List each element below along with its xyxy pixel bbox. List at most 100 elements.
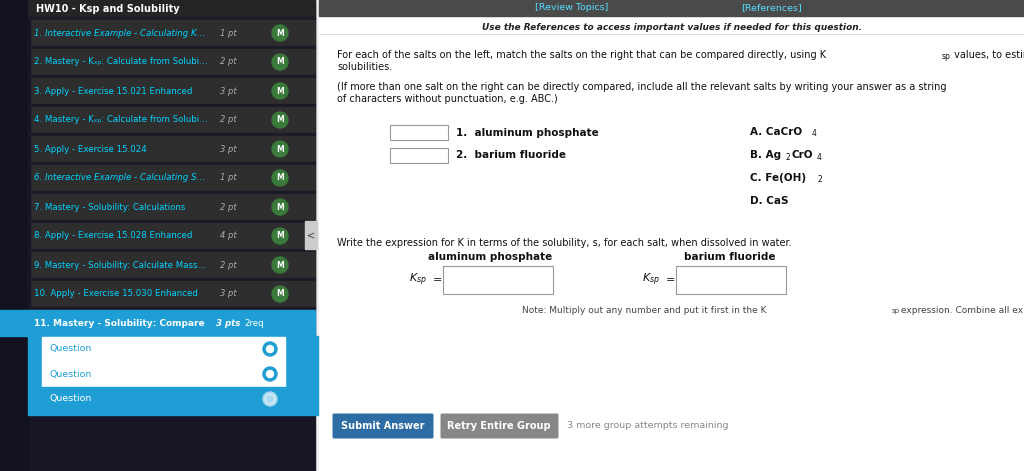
Text: 4: 4 (817, 153, 822, 162)
Bar (28, 136, 30, 162)
Bar (28, 0, 315, 18)
Text: M: M (276, 57, 284, 66)
Bar (28, 281, 315, 307)
Bar (28, 252, 315, 278)
Text: M: M (276, 232, 284, 241)
Bar (28, 162, 315, 165)
Circle shape (272, 257, 288, 273)
Text: Write the expression for K in terms of the solubility, s, for each salt, when di: Write the expression for K in terms of t… (337, 238, 792, 248)
Text: 3 pt: 3 pt (220, 87, 237, 96)
Circle shape (267, 396, 273, 402)
Text: Question: Question (50, 395, 92, 404)
Text: 2: 2 (785, 153, 790, 162)
Text: Question: Question (50, 370, 92, 379)
Circle shape (266, 346, 273, 352)
Bar (28, 107, 30, 133)
Text: 10. Apply - Exercise 15.030 Enhanced: 10. Apply - Exercise 15.030 Enhanced (34, 290, 198, 299)
Bar (443, 266, 553, 294)
Bar (28, 78, 315, 104)
Text: 3. Apply - Exercise 15.021 Enhanced: 3. Apply - Exercise 15.021 Enhanced (34, 87, 193, 96)
Text: M: M (276, 115, 284, 124)
Bar (28, 252, 30, 278)
Bar (28, 223, 315, 249)
Circle shape (272, 83, 288, 99)
Bar (28, 165, 315, 191)
Bar (28, 194, 315, 220)
Bar (305, 221, 317, 249)
Bar (28, 78, 30, 104)
Text: 8. Apply - Exercise 15.028 Enhanced: 8. Apply - Exercise 15.028 Enhanced (34, 232, 193, 241)
Text: 3 pts: 3 pts (216, 318, 241, 327)
Text: 2: 2 (817, 176, 821, 185)
Bar (319, 0, 1024, 16)
Text: 2 pt: 2 pt (220, 115, 237, 124)
Circle shape (265, 394, 275, 404)
Bar (0, 0, 315, 471)
Text: D. CaS: D. CaS (750, 196, 788, 206)
Text: 4: 4 (812, 130, 817, 138)
Text: (If more than one salt on the right can be directly compared, include all the re: (If more than one salt on the right can … (337, 82, 946, 92)
Text: of characters without punctuation, e.g. ABC.): of characters without punctuation, e.g. … (337, 94, 558, 104)
Text: $\mathit{K}_{sp}$: $\mathit{K}_{sp}$ (642, 272, 660, 288)
Bar (28, 281, 30, 307)
Text: values, to estimate: values, to estimate (951, 50, 1024, 60)
Bar (319, 0, 1024, 471)
Circle shape (272, 228, 288, 244)
Bar (28, 104, 315, 107)
Circle shape (263, 392, 278, 406)
Text: M: M (276, 290, 284, 299)
Text: M: M (276, 29, 284, 38)
Bar (28, 107, 315, 133)
Bar (28, 191, 315, 194)
Text: Note: Multiply out any number and put it first in the K: Note: Multiply out any number and put it… (521, 306, 766, 315)
Text: Retry Entire Group: Retry Entire Group (447, 421, 551, 431)
Text: 6. Interactive Example - Calculating S…: 6. Interactive Example - Calculating S… (34, 173, 205, 182)
Bar (28, 165, 30, 191)
Text: [Review Topics]: [Review Topics] (535, 3, 608, 13)
Text: Question: Question (50, 344, 92, 354)
Bar (28, 136, 315, 162)
Bar (28, 133, 315, 136)
Bar (28, 49, 315, 75)
Bar (676, 266, 786, 294)
Bar (28, 249, 315, 252)
Circle shape (272, 286, 288, 302)
Text: 1.  aluminum phosphate: 1. aluminum phosphate (456, 128, 599, 138)
Circle shape (272, 25, 288, 41)
Text: 2.  barium fluoride: 2. barium fluoride (456, 151, 566, 161)
Text: sp: sp (942, 52, 951, 61)
Text: A. CaCrO: A. CaCrO (750, 127, 802, 137)
Bar (390, 125, 449, 140)
Bar (28, 194, 30, 220)
Text: M: M (276, 203, 284, 211)
Circle shape (272, 141, 288, 157)
Circle shape (272, 112, 288, 128)
Circle shape (266, 371, 273, 377)
Text: 3 pt: 3 pt (220, 145, 237, 154)
Text: 9. Mastery - Solubility: Calculate Mass…: 9. Mastery - Solubility: Calculate Mass… (34, 260, 206, 269)
Text: B. Ag: B. Ag (750, 150, 781, 160)
Bar (28, 278, 315, 281)
Bar (28, 307, 315, 310)
Text: 2 pt: 2 pt (220, 57, 237, 66)
Bar (42, 337, 285, 361)
Text: barium fluoride: barium fluoride (684, 252, 776, 262)
Circle shape (272, 199, 288, 215)
Text: expression. Combine all exponents for s.: expression. Combine all exponents for s. (897, 306, 1024, 315)
Bar (28, 49, 30, 75)
Bar (390, 148, 449, 163)
Text: 5. Apply - Exercise 15.024: 5. Apply - Exercise 15.024 (34, 145, 146, 154)
Text: $\mathit{K}_{sp}$: $\mathit{K}_{sp}$ (409, 272, 427, 288)
Bar (28, 20, 315, 46)
Text: CrO: CrO (792, 150, 813, 160)
Text: For each of the salts on the left, match the salts on the right that can be comp: For each of the salts on the left, match… (337, 50, 826, 60)
Text: 2. Mastery - Kₓₚ: Calculate from Solubi…: 2. Mastery - Kₓₚ: Calculate from Solubi… (34, 57, 208, 66)
Text: 1 pt: 1 pt (220, 173, 237, 182)
Text: [References]: [References] (741, 3, 802, 13)
Text: Use the References to access important values if needed for this question.: Use the References to access important v… (481, 23, 861, 32)
Text: 3 more group attempts remaining: 3 more group attempts remaining (567, 422, 728, 430)
Text: 2req: 2req (244, 318, 263, 327)
FancyBboxPatch shape (440, 414, 558, 439)
Text: 1 pt: 1 pt (220, 29, 237, 38)
FancyBboxPatch shape (333, 414, 433, 439)
